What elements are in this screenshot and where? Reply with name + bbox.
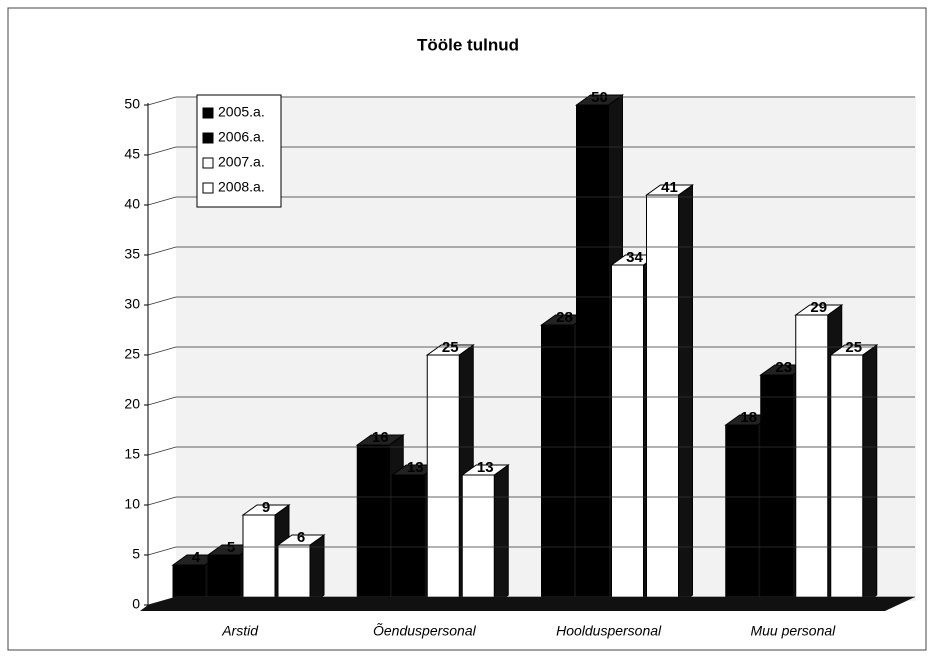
y-tick-label: 20 bbox=[124, 396, 140, 412]
grid-line bbox=[147, 296, 915, 306]
x-tick-label: Hoolduspersonal bbox=[556, 623, 662, 639]
legend-label: 2008.a. bbox=[218, 179, 265, 195]
bar bbox=[426, 354, 460, 606]
bar-side bbox=[493, 464, 509, 606]
bar bbox=[541, 324, 574, 606]
grid-line bbox=[147, 346, 915, 356]
y-tick-label: 10 bbox=[124, 496, 140, 512]
grid-line bbox=[147, 546, 915, 556]
data-label: 9 bbox=[262, 499, 270, 516]
legend-label: 2007.a. bbox=[218, 154, 265, 170]
x-tick-label: Arstid bbox=[221, 623, 259, 639]
y-tick-label: 40 bbox=[124, 196, 140, 212]
data-label: 16 bbox=[372, 429, 389, 446]
data-label: 13 bbox=[477, 459, 494, 476]
bar-side bbox=[862, 344, 878, 606]
bar bbox=[461, 474, 495, 606]
bar bbox=[725, 424, 759, 606]
data-label: 4 bbox=[192, 549, 201, 566]
floor bbox=[140, 597, 915, 611]
grid-line bbox=[147, 96, 915, 106]
y-tick-label: 5 bbox=[132, 546, 140, 562]
bar bbox=[646, 194, 679, 606]
bar-group: 6 bbox=[276, 529, 326, 606]
legend-label: 2006.a. bbox=[218, 129, 265, 145]
data-label: 29 bbox=[810, 299, 827, 316]
data-label: 13 bbox=[407, 459, 424, 476]
y-tick-label: 15 bbox=[124, 446, 140, 462]
chart-title: Tööle tulnud bbox=[417, 35, 519, 54]
grid-line bbox=[147, 446, 915, 456]
data-label: 23 bbox=[775, 359, 792, 376]
bar-side bbox=[678, 184, 693, 606]
bar-side bbox=[309, 534, 325, 606]
x-tick-label: Õenduspersonal bbox=[373, 623, 477, 639]
legend-swatch bbox=[202, 182, 214, 194]
data-label: 41 bbox=[661, 179, 678, 196]
y-tick-label: 25 bbox=[124, 346, 140, 362]
grid-line bbox=[147, 396, 915, 406]
grid-line bbox=[147, 196, 915, 206]
data-label: 18 bbox=[740, 409, 757, 426]
grid-line bbox=[147, 246, 915, 256]
data-label: 25 bbox=[845, 339, 862, 356]
y-tick-label: 45 bbox=[124, 146, 140, 162]
bar-group: 41 bbox=[644, 179, 695, 606]
legend-swatch bbox=[202, 107, 214, 119]
bar bbox=[391, 474, 425, 606]
bar bbox=[830, 354, 864, 606]
bar bbox=[611, 264, 644, 606]
y-tick-label: 35 bbox=[124, 246, 140, 262]
y-tick-label: 0 bbox=[132, 596, 140, 612]
data-label: 34 bbox=[626, 249, 643, 266]
legend-swatch bbox=[202, 132, 214, 144]
y-tick-label: 30 bbox=[124, 296, 140, 312]
grid-line bbox=[147, 146, 915, 156]
bar bbox=[576, 104, 609, 606]
data-label: 5 bbox=[227, 539, 235, 556]
bar bbox=[795, 314, 829, 606]
data-label: 6 bbox=[297, 529, 305, 546]
bar bbox=[356, 444, 390, 606]
x-tick-label: Muu personal bbox=[750, 623, 836, 639]
grid-line bbox=[147, 496, 915, 506]
bar bbox=[760, 374, 794, 606]
data-label: 28 bbox=[556, 309, 573, 326]
bar-group: 25 bbox=[829, 339, 879, 606]
legend-swatch bbox=[202, 157, 214, 169]
bar-group: 13 bbox=[460, 459, 510, 606]
data-label: 25 bbox=[442, 339, 459, 356]
y-tick-label: 50 bbox=[124, 96, 140, 112]
legend-label: 2005.a. bbox=[218, 104, 265, 120]
bar bbox=[277, 544, 311, 606]
bar bbox=[242, 514, 276, 606]
data-label: 50 bbox=[591, 89, 608, 106]
